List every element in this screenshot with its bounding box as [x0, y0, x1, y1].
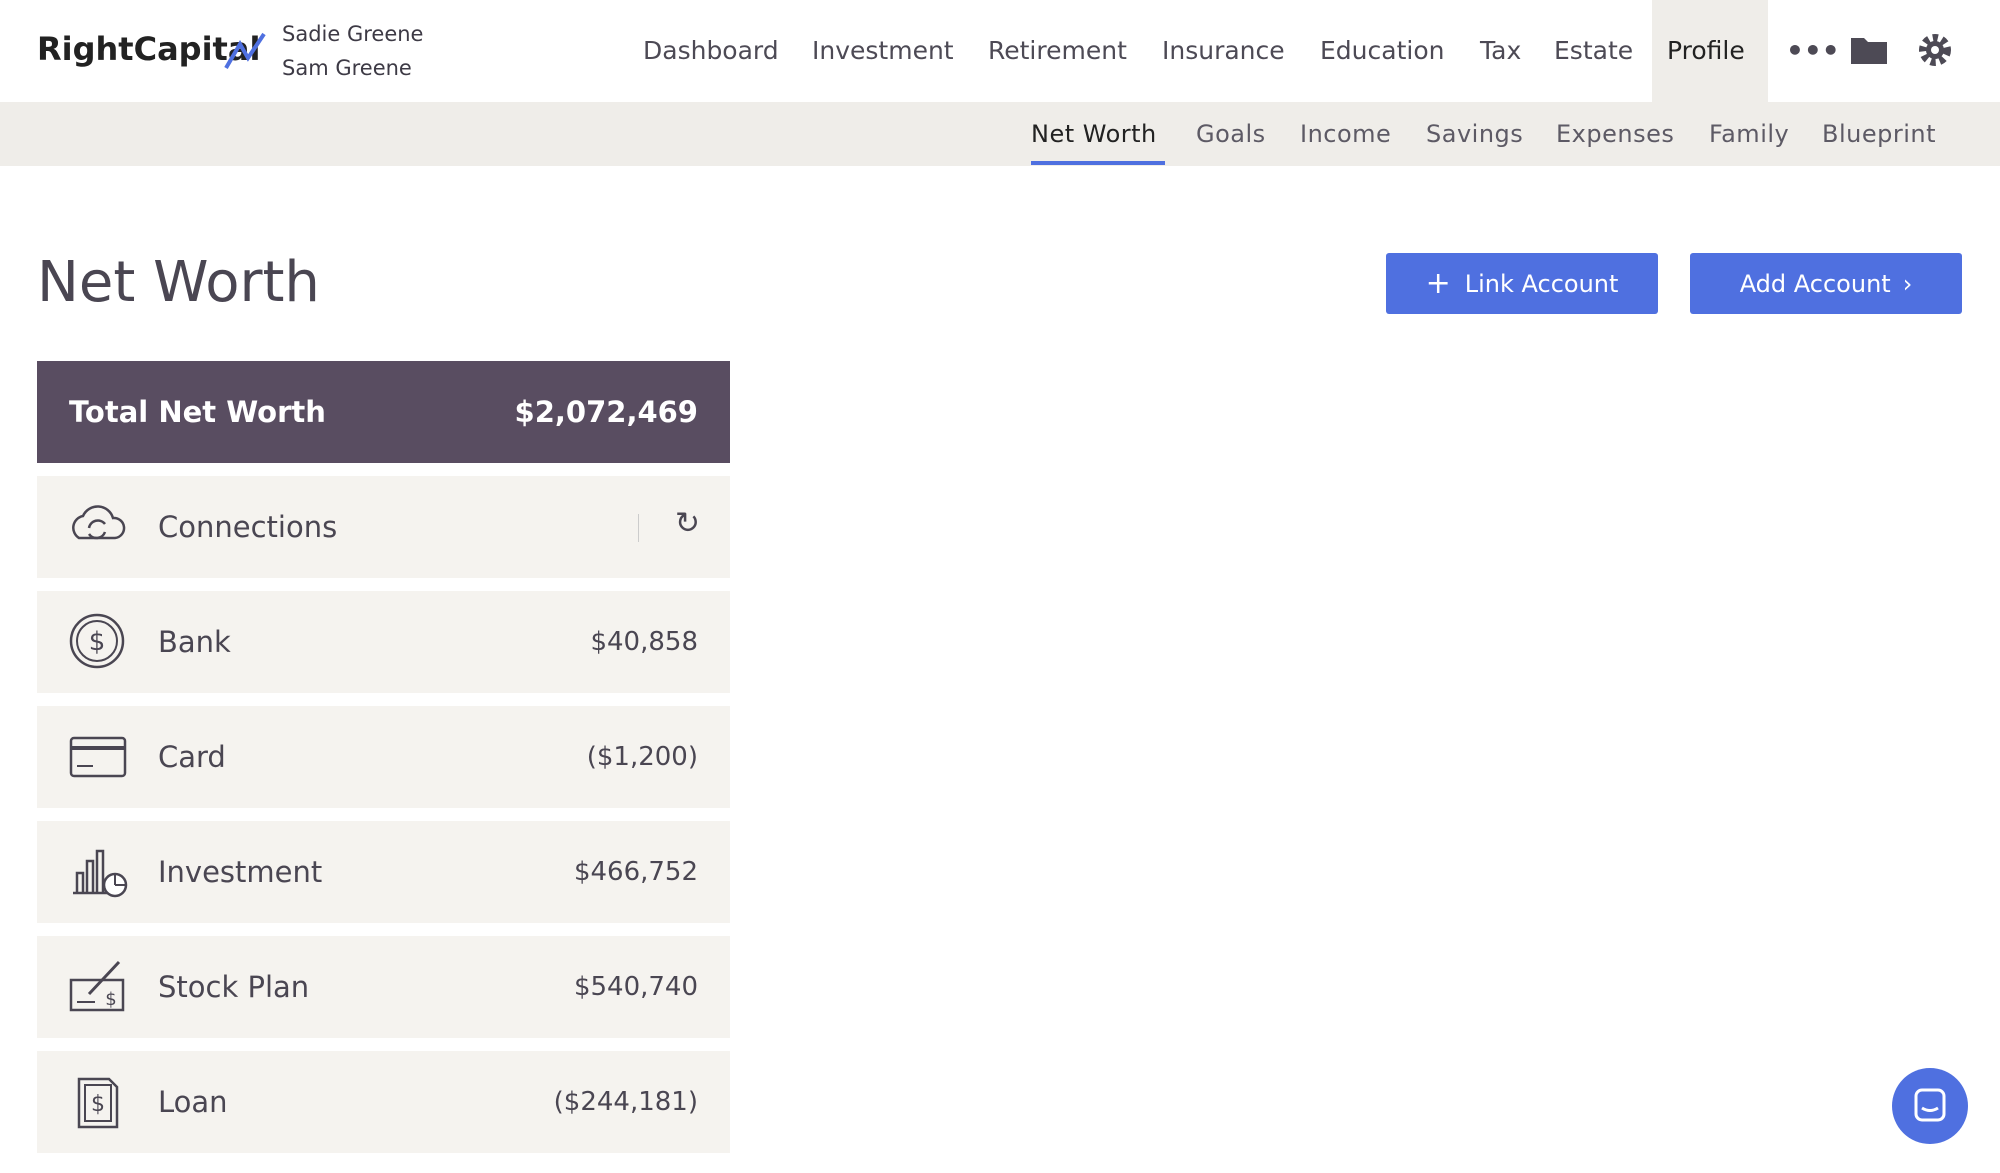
page-title: Net Worth	[37, 250, 320, 315]
total-panel: Total Net Worth $2,072,469	[37, 361, 730, 463]
row-value: ($244,181)	[553, 1087, 698, 1117]
nav-item[interactable]: Profile	[1667, 36, 1745, 65]
subnav-item[interactable]: Goals	[1196, 120, 1266, 148]
row-label: Loan	[158, 1085, 228, 1119]
svg-text:$: $	[105, 989, 116, 1010]
logo-icon	[224, 32, 266, 70]
subnav-item[interactable]: Savings	[1426, 120, 1524, 148]
subnav-item[interactable]: Income	[1300, 120, 1392, 148]
nav-item[interactable]: Dashboard	[643, 36, 779, 65]
user-name: Sadie Greene	[282, 22, 424, 46]
account-row[interactable]: Investment $466,752	[37, 821, 730, 923]
row-label: Stock Plan	[158, 970, 310, 1004]
nav-item[interactable]: Tax	[1480, 36, 1522, 65]
refresh-icon[interactable]: ↻	[674, 506, 700, 541]
subnav-item[interactable]: Blueprint	[1822, 120, 1936, 148]
svg-text:$: $	[89, 627, 106, 657]
row-value: $40,858	[590, 627, 698, 657]
chat-button[interactable]	[1892, 1068, 1968, 1144]
nav-item[interactable]: Insurance	[1162, 36, 1285, 65]
row-value: $540,740	[573, 972, 698, 1002]
subnav-item[interactable]: Net Worth	[1031, 120, 1157, 148]
account-row[interactable]: $ Bank $40,858	[37, 591, 730, 693]
active-underline	[1031, 161, 1165, 165]
row-icon	[73, 849, 128, 898]
add-account-button[interactable]: Add Account ›	[1690, 253, 1962, 314]
brand: RightCapital	[37, 30, 261, 68]
nav-item[interactable]: Investment	[812, 36, 954, 65]
sub-bar	[0, 102, 2000, 166]
nav-item[interactable]: Estate	[1554, 36, 1634, 65]
row-label: Card	[158, 740, 226, 774]
row-label: Bank	[158, 625, 231, 659]
subnav-item[interactable]: Expenses	[1556, 120, 1675, 148]
chevron-icon: ›	[1902, 269, 1913, 298]
button-label: Add Account	[1739, 269, 1891, 298]
account-row[interactable]: Card ($1,200)	[37, 706, 730, 808]
settings-icon[interactable]	[1918, 33, 1952, 67]
row-icon: $	[69, 960, 125, 1012]
more-menu[interactable]: •••	[1786, 34, 1840, 67]
link-account-button[interactable]: + Link Account	[1386, 253, 1658, 314]
user-name: Sam Greene	[282, 56, 412, 80]
active-tab-bg	[1652, 0, 1768, 102]
top-bar: RightCapital Sadie Greene Sam Greene •••	[0, 0, 2000, 103]
total-value: $2,072,469	[514, 395, 698, 429]
row-value: $466,752	[573, 857, 698, 887]
row-value: ($1,200)	[586, 742, 698, 772]
nav-item[interactable]: Retirement	[988, 36, 1127, 65]
row-icon: $	[69, 613, 125, 669]
plus-icon: +	[1425, 266, 1451, 301]
button-label: Link Account	[1464, 269, 1619, 298]
row-icon: $	[77, 1077, 119, 1129]
row-label: Connections	[158, 510, 338, 544]
account-row[interactable]: Connections ↻	[37, 476, 730, 578]
subnav-item[interactable]: Family	[1709, 120, 1790, 148]
row-label: Investment	[158, 855, 323, 889]
nav-item[interactable]: Education	[1320, 36, 1445, 65]
account-row[interactable]: $ Loan ($244,181)	[37, 1051, 730, 1153]
row-icon	[72, 505, 126, 540]
account-row[interactable]: $ Stock Plan $540,740	[37, 936, 730, 1038]
folder-icon[interactable]	[1851, 34, 1887, 64]
divider	[638, 514, 639, 542]
total-label: Total Net Worth	[69, 395, 326, 429]
svg-text:$: $	[91, 1092, 105, 1117]
row-icon	[69, 736, 127, 778]
